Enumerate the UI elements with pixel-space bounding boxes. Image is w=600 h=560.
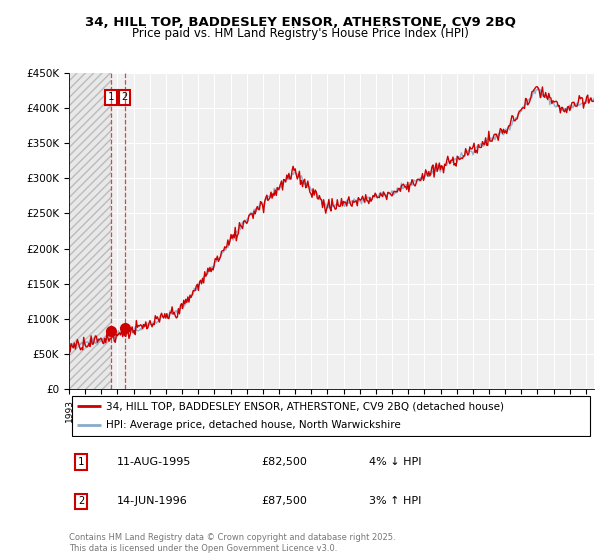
Text: 34, HILL TOP, BADDESLEY ENSOR, ATHERSTONE, CV9 2BQ (detached house): 34, HILL TOP, BADDESLEY ENSOR, ATHERSTON… — [106, 401, 504, 411]
Text: £87,500: £87,500 — [261, 496, 307, 506]
FancyBboxPatch shape — [71, 395, 590, 436]
Text: 2: 2 — [78, 496, 84, 506]
Text: 1: 1 — [108, 92, 114, 102]
Text: 14-JUN-1996: 14-JUN-1996 — [117, 496, 188, 506]
Text: 4% ↓ HPI: 4% ↓ HPI — [369, 457, 421, 467]
Text: 34, HILL TOP, BADDESLEY ENSOR, ATHERSTONE, CV9 2BQ: 34, HILL TOP, BADDESLEY ENSOR, ATHERSTON… — [85, 16, 515, 29]
Text: HPI: Average price, detached house, North Warwickshire: HPI: Average price, detached house, Nort… — [106, 421, 401, 431]
Text: Price paid vs. HM Land Registry's House Price Index (HPI): Price paid vs. HM Land Registry's House … — [131, 27, 469, 40]
Bar — [69, 73, 111, 389]
Text: 2: 2 — [122, 92, 128, 102]
Text: Contains HM Land Registry data © Crown copyright and database right 2025.
This d: Contains HM Land Registry data © Crown c… — [69, 533, 395, 553]
Text: £82,500: £82,500 — [261, 457, 307, 467]
Text: 3% ↑ HPI: 3% ↑ HPI — [369, 496, 421, 506]
Text: 1: 1 — [78, 457, 84, 467]
Text: 11-AUG-1995: 11-AUG-1995 — [117, 457, 191, 467]
